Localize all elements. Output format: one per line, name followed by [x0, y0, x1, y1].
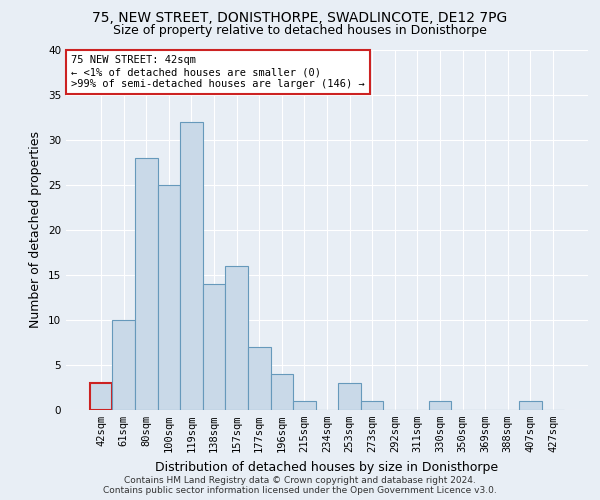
Text: 75 NEW STREET: 42sqm
← <1% of detached houses are smaller (0)
>99% of semi-detac: 75 NEW STREET: 42sqm ← <1% of detached h… — [71, 56, 365, 88]
Bar — [293, 401, 316, 410]
Text: Contains public sector information licensed under the Open Government Licence v3: Contains public sector information licen… — [103, 486, 497, 495]
Text: 75, NEW STREET, DONISTHORPE, SWADLINCOTE, DE12 7PG: 75, NEW STREET, DONISTHORPE, SWADLINCOTE… — [92, 12, 508, 26]
Bar — [361, 401, 383, 410]
Bar — [271, 374, 293, 410]
Bar — [158, 185, 180, 410]
Bar — [135, 158, 158, 410]
Bar — [338, 383, 361, 410]
Bar — [203, 284, 226, 410]
Bar — [180, 122, 203, 410]
Bar — [519, 401, 542, 410]
Bar — [112, 320, 135, 410]
Bar — [90, 383, 112, 410]
Text: Size of property relative to detached houses in Donisthorpe: Size of property relative to detached ho… — [113, 24, 487, 37]
Bar — [248, 347, 271, 410]
Text: Contains HM Land Registry data © Crown copyright and database right 2024.: Contains HM Land Registry data © Crown c… — [124, 476, 476, 485]
Bar — [226, 266, 248, 410]
Bar — [428, 401, 451, 410]
X-axis label: Distribution of detached houses by size in Donisthorpe: Distribution of detached houses by size … — [155, 460, 499, 473]
Y-axis label: Number of detached properties: Number of detached properties — [29, 132, 43, 328]
